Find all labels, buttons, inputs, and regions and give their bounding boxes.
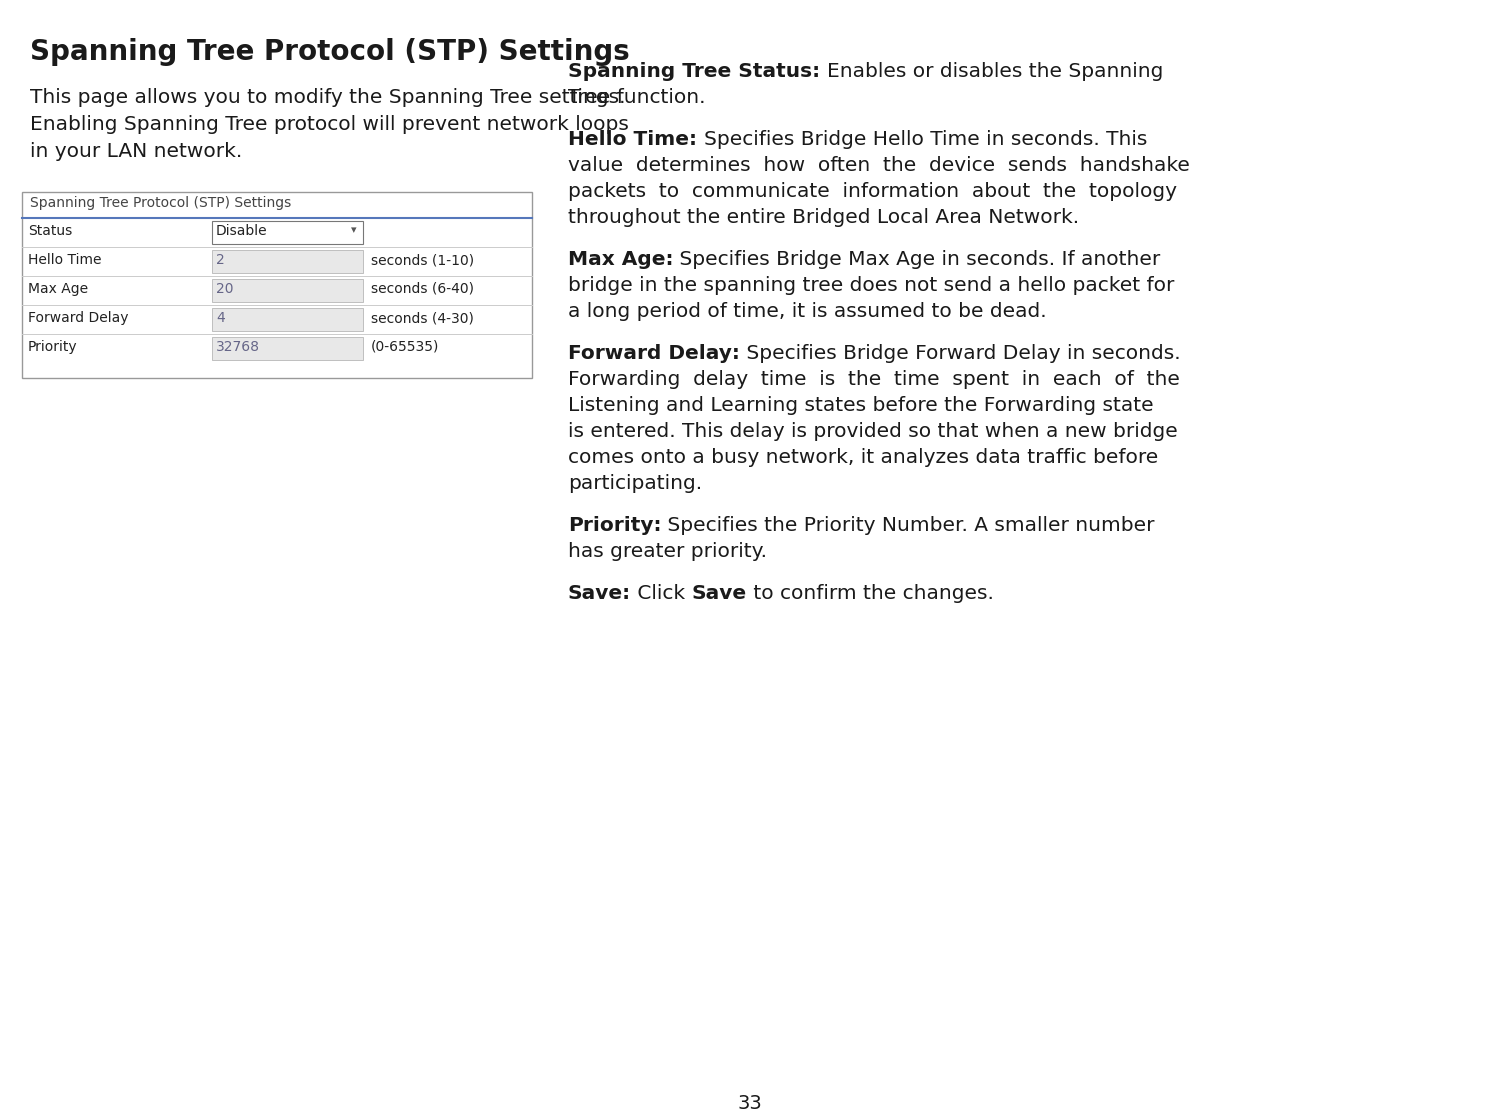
Text: 2: 2 [216,253,225,267]
Text: Forward Delay: Forward Delay [28,311,129,325]
Bar [22,192,532,378]
Text: Enabling Spanning Tree protocol will prevent network loops: Enabling Spanning Tree protocol will pre… [30,115,630,134]
Bar [211,338,363,360]
Text: Spanning Tree Status:: Spanning Tree Status: [568,62,827,81]
Text: Click: Click [631,584,691,603]
Text: Disable: Disable [216,224,268,238]
Text: is entered. This delay is provided so that when a new bridge: is entered. This delay is provided so th… [568,422,1178,441]
Text: in your LAN network.: in your LAN network. [30,141,243,162]
Text: value  determines  how  often  the  device  sends  handshake: value determines how often the device se… [568,156,1190,175]
Text: Priority:: Priority: [568,516,661,535]
Text: 4: 4 [216,311,225,325]
Text: Specifies Bridge Forward Delay in seconds.: Specifies Bridge Forward Delay in second… [741,344,1181,363]
Text: has greater priority.: has greater priority. [568,543,767,561]
Text: Spanning Tree Protocol (STP) Settings: Spanning Tree Protocol (STP) Settings [30,196,291,211]
Bar [211,250,363,273]
Text: packets  to  communicate  information  about  the  topology: packets to communicate information about… [568,182,1177,201]
Text: Save:: Save: [568,584,631,603]
Text: throughout the entire Bridged Local Area Network.: throughout the entire Bridged Local Area… [568,208,1079,227]
Text: seconds (4-30): seconds (4-30) [370,311,474,325]
Text: Hello Time: Hello Time [28,253,102,267]
Text: Specifies Bridge Max Age in seconds. If another: Specifies Bridge Max Age in seconds. If … [673,250,1160,268]
Text: to confirm the changes.: to confirm the changes. [747,584,994,603]
Text: 32768: 32768 [216,340,259,354]
Text: Save: Save [691,584,747,603]
Text: Enables or disables the Spanning: Enables or disables the Spanning [827,62,1163,81]
Text: This page allows you to modify the Spanning Tree settings.: This page allows you to modify the Spann… [30,88,625,107]
Text: 33: 33 [738,1094,761,1113]
Text: Click: Click [631,584,691,603]
Text: Max Age: Max Age [28,282,88,296]
Text: Status: Status [28,224,72,238]
Text: Priority: Priority [28,340,78,354]
Text: Listening and Learning states before the Forwarding state: Listening and Learning states before the… [568,395,1154,416]
Text: seconds (6-40): seconds (6-40) [370,282,474,296]
Bar [211,278,363,302]
Bar [211,307,363,331]
Text: seconds (1-10): seconds (1-10) [370,253,474,267]
Text: Specifies Bridge Hello Time in seconds. This: Specifies Bridge Hello Time in seconds. … [705,130,1147,149]
Text: Max Age:: Max Age: [568,250,673,268]
Text: Specifies the Priority Number. A smaller number: Specifies the Priority Number. A smaller… [661,516,1156,535]
Text: bridge in the spanning tree does not send a hello packet for: bridge in the spanning tree does not sen… [568,276,1174,295]
Text: (0-65535): (0-65535) [370,340,439,354]
Text: 20: 20 [216,282,234,296]
Text: Forward Delay:: Forward Delay: [568,344,741,363]
Bar [211,221,363,244]
Text: participating.: participating. [568,473,702,494]
Text: Tree function.: Tree function. [568,88,706,107]
Text: Forwarding  delay  time  is  the  time  spent  in  each  of  the: Forwarding delay time is the time spent … [568,370,1180,389]
Text: comes onto a busy network, it analyzes data traffic before: comes onto a busy network, it analyzes d… [568,448,1159,467]
Text: a long period of time, it is assumed to be dead.: a long period of time, it is assumed to … [568,302,1046,321]
Text: Spanning Tree Protocol (STP) Settings: Spanning Tree Protocol (STP) Settings [30,38,630,66]
Text: Hello Time:: Hello Time: [568,130,705,149]
Text: ▾: ▾ [351,225,357,235]
